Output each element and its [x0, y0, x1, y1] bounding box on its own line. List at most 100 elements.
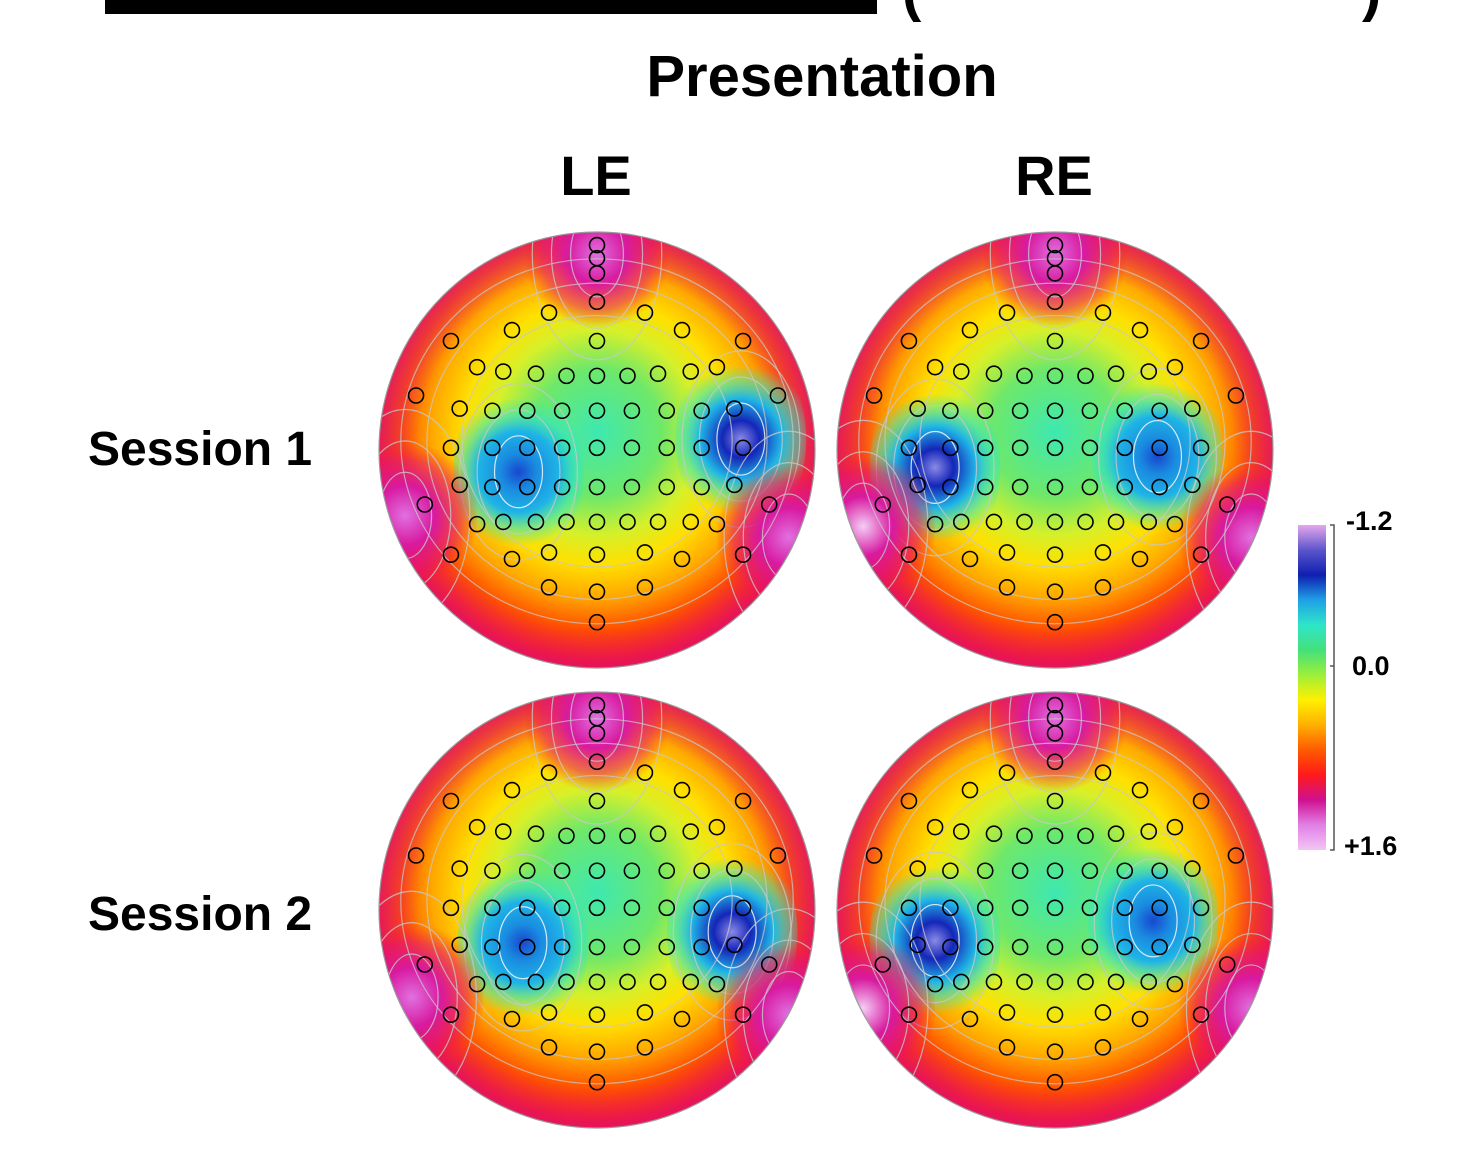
electrode-marker — [588, 478, 606, 496]
electrode-marker — [693, 862, 710, 880]
electrode-marker — [494, 823, 512, 840]
electrode-marker — [558, 367, 575, 385]
electrode-marker — [518, 478, 536, 496]
electrode-marker — [1116, 938, 1134, 956]
electrode-marker — [407, 387, 425, 404]
contour-line — [570, 232, 624, 298]
electrode-marker — [503, 550, 521, 568]
electrode-marker — [865, 847, 883, 864]
electrode-marker — [1107, 973, 1125, 991]
electrode-marker — [649, 825, 667, 843]
scalp-outline — [378, 231, 816, 669]
scalp-maps — [378, 231, 1274, 1129]
electrode-marker — [1184, 860, 1201, 877]
electrode-marker — [1077, 367, 1094, 385]
electrode-marker — [623, 938, 641, 956]
electrode-marker — [985, 365, 1003, 383]
electrode-marker — [1107, 825, 1125, 843]
electrode-marker — [909, 936, 926, 954]
contour-line — [461, 774, 733, 1028]
electrode-marker — [494, 513, 512, 531]
electrode-marker — [1046, 973, 1064, 991]
electrode-marker — [619, 513, 636, 531]
electrode-marker — [985, 825, 1003, 843]
electrode-marker — [760, 496, 778, 513]
colorbar-max-label: -1.2 — [1346, 506, 1393, 536]
contour-line — [493, 435, 544, 509]
electrode-marker — [900, 1006, 918, 1023]
electrode-marker — [1081, 439, 1099, 457]
scalp-map — [378, 691, 816, 1129]
electrode-marker — [1046, 546, 1064, 563]
electrode-marker — [553, 478, 571, 496]
positive-activation-blob — [525, 232, 669, 372]
positive-activation-blob — [837, 408, 936, 645]
electrode-marker — [1046, 478, 1064, 496]
electrode-marker — [484, 402, 501, 420]
electrode-marker — [1046, 792, 1064, 810]
electrode-marker — [1081, 899, 1099, 917]
scalp-outline — [378, 691, 816, 1129]
electrode-marker — [926, 818, 944, 836]
colorbar-min-label: +1.6 — [1344, 831, 1397, 861]
electrode-marker — [518, 402, 536, 420]
electrode-marker — [468, 818, 486, 836]
colorbar-mid-label: 0.0 — [1352, 651, 1390, 681]
electrode-marker — [1081, 478, 1099, 496]
electrode-marker — [1046, 827, 1064, 845]
electrode-marker — [484, 439, 501, 457]
positive-activation-blob — [983, 692, 1127, 836]
electrode-marker — [1046, 367, 1064, 385]
electrode-marker — [1140, 363, 1158, 380]
electrode-marker — [1151, 899, 1168, 917]
figure-title: Presentation — [646, 44, 997, 109]
electrode-marker — [619, 367, 636, 385]
electrode-marker — [900, 546, 918, 563]
electrode-marker — [588, 1006, 606, 1023]
contour-line — [531, 692, 663, 825]
electrode-marker — [673, 321, 691, 339]
electrode-marker — [1131, 1010, 1149, 1028]
electrode-marker — [734, 899, 752, 917]
electrode-marker — [468, 515, 486, 533]
electrode-marker — [693, 402, 710, 420]
electrode-marker — [1094, 1004, 1112, 1021]
electrode-marker — [503, 781, 521, 799]
electrode-marker — [553, 862, 571, 880]
electrode-marker — [442, 792, 460, 810]
contour-line — [480, 879, 565, 1006]
electrode-marker — [1081, 862, 1099, 880]
positive-activation-blob — [1179, 419, 1273, 655]
electrode-marker — [900, 332, 918, 350]
electrode-marker — [1151, 862, 1168, 880]
contour-line — [461, 314, 733, 568]
electrode-marker — [1192, 899, 1210, 917]
electrode-marker — [588, 293, 606, 311]
colorbar-bracket — [1330, 524, 1335, 851]
electrode-marker — [942, 478, 959, 496]
row-label-session-2: Session 2 — [88, 888, 312, 941]
positive-activation-blob — [525, 692, 669, 836]
electrode-marker — [1131, 321, 1149, 339]
electrode-marker — [708, 975, 726, 993]
positive-activation-blob — [716, 419, 815, 655]
electrode-marker — [553, 938, 571, 956]
electrode-marker — [1192, 1006, 1210, 1023]
contour-line — [1028, 692, 1082, 762]
electrode-marker — [658, 938, 676, 956]
electrode-marker — [942, 439, 959, 457]
contour-line — [400, 718, 794, 1085]
electrode-marker — [726, 476, 743, 494]
electrode-marker — [998, 304, 1016, 321]
electrode-marker — [976, 938, 994, 956]
electrode-marker — [1131, 550, 1149, 568]
contour-line — [989, 692, 1121, 825]
electrode-marker — [588, 236, 606, 254]
electrode-marker — [1151, 402, 1168, 420]
electrode-marker — [484, 899, 501, 917]
electrode-marker — [588, 899, 606, 917]
electrode-marker — [682, 823, 700, 840]
electrode-marker — [1081, 402, 1099, 420]
electrode-marker — [553, 402, 571, 420]
electrode-marker — [527, 365, 545, 383]
